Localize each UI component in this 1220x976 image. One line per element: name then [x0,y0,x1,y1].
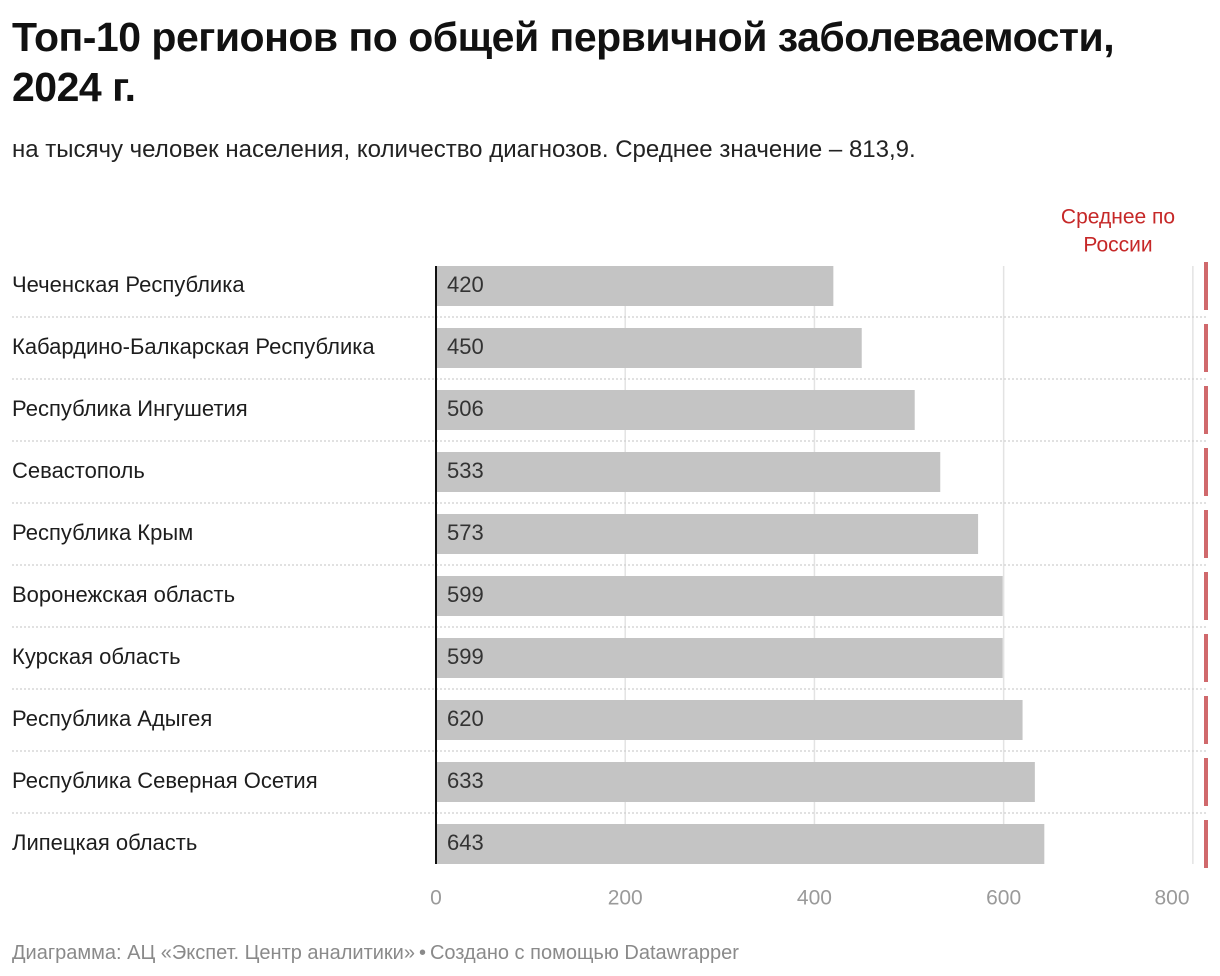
x-tick-label: 800 [1154,887,1189,905]
category-label: Воронежская область [12,582,235,607]
category-label: Республика Ингушетия [12,396,248,421]
x-tick-label: 0 [430,887,442,905]
category-label: Республика Адыгея [12,706,212,731]
footer-separator: • [418,942,426,964]
value-label: 533 [447,458,484,483]
average-label: Среднее по [1061,206,1175,229]
value-label: 420 [447,272,484,297]
datawrapper-credit[interactable]: Создано с помощью Datawrapper [429,942,739,964]
bar [436,514,979,554]
category-label: Чеченская Республика [12,272,245,297]
category-label: Республика Северная Осетия [12,768,318,793]
value-label: 620 [447,706,484,731]
value-label: 450 [447,334,484,359]
category-label: Курская область [12,644,181,669]
x-tick-label: 200 [608,887,643,905]
category-label: Липецкая область [12,830,197,855]
bar-chart: Чеченская Республика 420 Кабардино-Балкарс… [12,206,1208,905]
bar [436,824,1045,864]
bar [436,762,1035,802]
category-label: Кабардино-Балкарская Республика [12,334,375,359]
chart-subtitle: на тысячу человек населения, количество … [12,136,916,163]
bar [436,576,1003,616]
category-label: Севастополь [12,458,145,483]
chart-footer: Диаграмма: АЦ «Экспет. Центр аналитики» •… [12,940,739,966]
source-note: Диаграмма: АЦ «Экспет. Центр аналитики» [12,942,415,964]
bar [436,390,915,430]
average-label: России [1083,234,1152,257]
value-label: 599 [447,582,484,607]
category-label: Республика Крым [12,520,193,545]
value-label: 633 [447,768,484,793]
bar [436,266,834,306]
bar [436,700,1023,740]
bar [436,328,862,368]
value-label: 573 [447,520,484,545]
bar [436,452,941,492]
chart-title: Топ-10 регионов по общей первичной забол… [12,14,1115,110]
value-label: 506 [447,396,484,421]
x-tick-label: 400 [797,887,832,905]
value-label: 599 [447,644,484,669]
x-tick-label: 600 [986,887,1021,905]
bar [436,638,1003,678]
value-label: 643 [447,830,484,855]
